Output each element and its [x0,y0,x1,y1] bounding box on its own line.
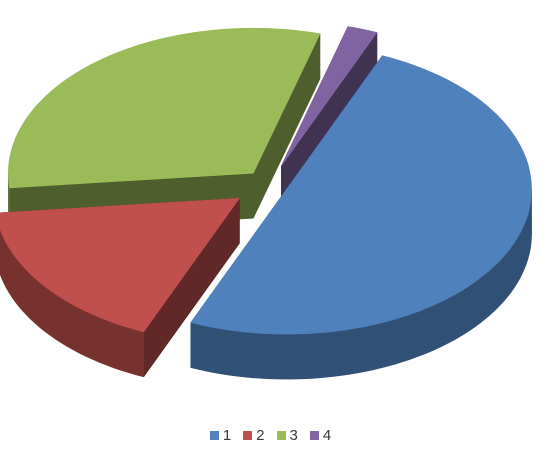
legend-item-4: 4 [309,427,332,444]
slice-1-top [190,55,532,335]
legend-label-4: 4 [322,427,332,444]
legend-swatch-4 [309,431,319,440]
legend-swatch-3 [276,431,286,440]
chart-legend: 1 2 3 4 [0,427,541,444]
slice-4-top [280,26,378,167]
legend-item-3: 3 [276,427,298,444]
legend-item-1: 1 [209,427,232,444]
legend-label-1: 1 [222,427,232,444]
legend-label-3: 3 [289,427,298,444]
slice-2-top [0,198,240,333]
legend-item-2: 2 [243,427,265,444]
legend-swatch-2 [243,431,253,440]
slice-3-top [8,27,321,189]
legend-swatch-1 [209,431,219,440]
legend-label-2: 2 [256,427,265,444]
